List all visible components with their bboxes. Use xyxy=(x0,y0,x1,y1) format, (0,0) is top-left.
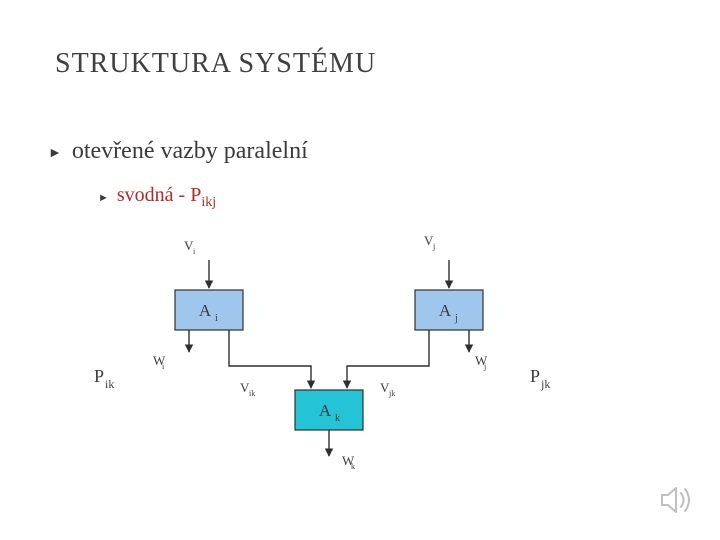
svg-text:ik: ik xyxy=(105,377,114,391)
svg-text:A: A xyxy=(319,401,332,420)
svg-text:jk: jk xyxy=(540,377,550,391)
speaker-icon xyxy=(658,483,698,522)
svg-text:j: j xyxy=(454,313,458,324)
svg-text:k: k xyxy=(335,413,340,424)
svg-text:i: i xyxy=(215,313,218,324)
bullet-sub-text: svodná - Pikj xyxy=(117,184,216,211)
bullet-main: ► otevřené vazby paralelní xyxy=(48,138,308,165)
diagram: AiAjAkViVjWiWjVikVjkWkPikPjk xyxy=(80,220,600,500)
svg-text:k: k xyxy=(351,462,355,471)
bullet-marker-sub: ► xyxy=(98,192,109,204)
svg-text:j: j xyxy=(432,242,435,251)
svg-text:i: i xyxy=(193,247,196,256)
svg-text:A: A xyxy=(439,301,452,320)
svg-text:P: P xyxy=(94,366,104,386)
bullet-sub: ► svodná - Pikj xyxy=(98,184,216,211)
bullet-marker: ► xyxy=(48,144,62,160)
bullet-main-text: otevřené vazby paralelní xyxy=(72,138,308,165)
svg-text:ik: ik xyxy=(249,389,255,398)
svg-text:A: A xyxy=(199,301,212,320)
svg-text:P: P xyxy=(530,366,540,386)
diagram-svg: AiAjAkViVjWiWjVikVjkWkPikPjk xyxy=(80,220,600,500)
page-title: STRUKTURA SYSTÉMU xyxy=(55,48,376,80)
svg-text:j: j xyxy=(483,362,486,371)
svg-text:jk: jk xyxy=(388,389,395,398)
